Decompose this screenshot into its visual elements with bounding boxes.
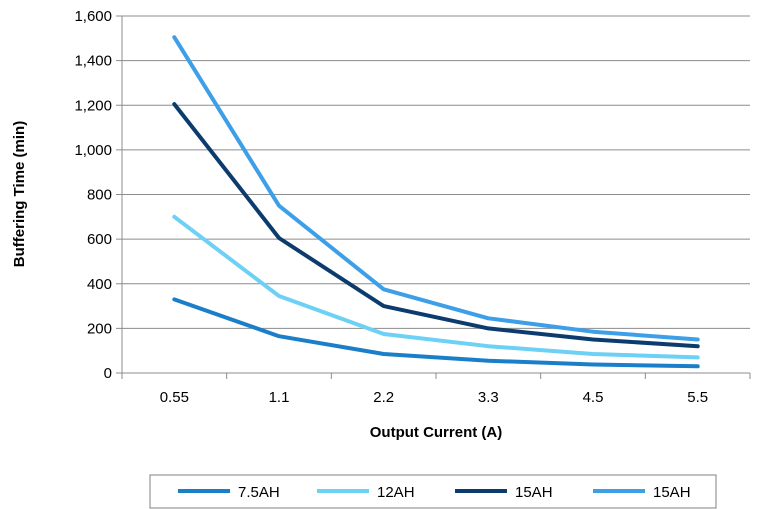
series-line-2 xyxy=(172,214,700,360)
x-tick-label: 2.2 xyxy=(373,389,394,406)
series-lines xyxy=(172,35,700,369)
x-tick-label: 1.1 xyxy=(269,389,290,406)
y-tick-label: 1,600 xyxy=(74,8,112,25)
y-tick-label: 400 xyxy=(87,276,112,293)
y-tick-label: 1,000 xyxy=(74,142,112,159)
legend-label: 15AH xyxy=(653,484,691,501)
y-tick-label: 1,200 xyxy=(74,97,112,114)
legend-label: 15AH xyxy=(515,484,553,501)
gridlines xyxy=(122,15,750,329)
legend-label: 12AH xyxy=(377,484,415,501)
y-tick-label: 200 xyxy=(87,320,112,337)
legend-label: 7.5AH xyxy=(238,484,280,501)
x-axis-title: Output Current (A) xyxy=(370,424,502,441)
x-tick-label: 3.3 xyxy=(478,389,499,406)
legend: 7.5AH 12AH 15AH 15AH xyxy=(149,474,717,509)
series-line-3 xyxy=(172,102,700,349)
y-tick-labels: 0 200 400 600 800 1,000 1,200 1,400 1,600 xyxy=(74,8,112,382)
y-tick-label: 600 xyxy=(87,231,112,248)
x-tick-labels: 0.55 1.1 2.2 3.3 4.5 5.5 xyxy=(160,389,708,406)
y-axis-title: Buffering Time (min) xyxy=(11,121,28,267)
series-line-4 xyxy=(172,35,700,342)
axes xyxy=(116,15,751,379)
y-tick-label: 1,400 xyxy=(74,53,112,70)
x-tick-label: 0.55 xyxy=(160,389,189,406)
y-tick-label: 0 xyxy=(104,365,112,382)
x-tick-label: 4.5 xyxy=(583,389,604,406)
series-line-1 xyxy=(172,297,700,369)
y-tick-label: 800 xyxy=(87,187,112,204)
x-tick-label: 5.5 xyxy=(687,389,708,406)
